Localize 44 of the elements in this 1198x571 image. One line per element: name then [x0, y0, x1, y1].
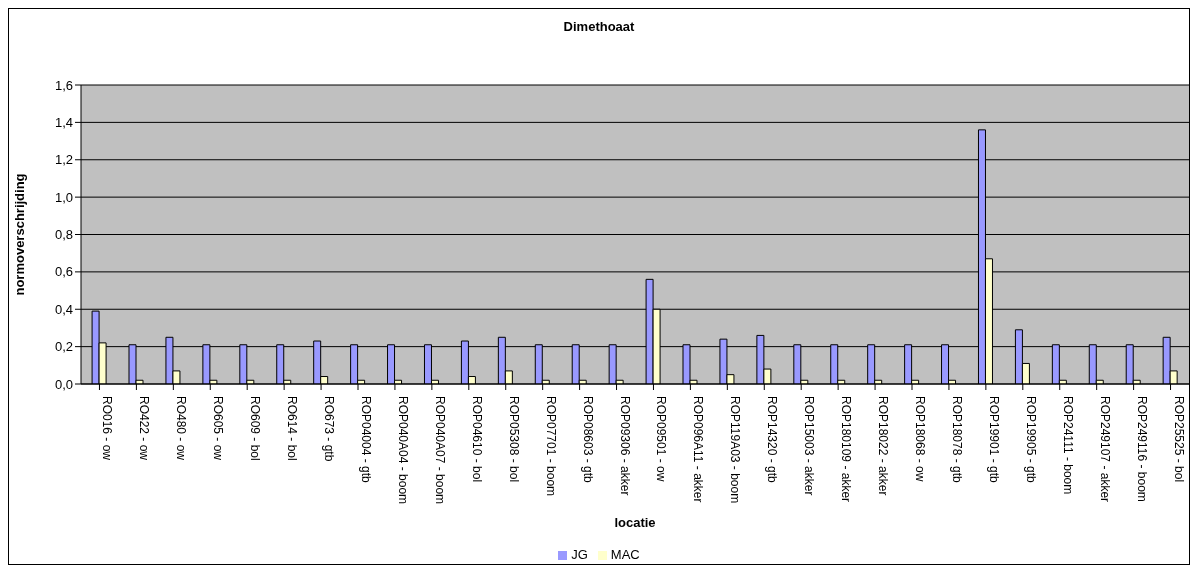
x-tick-label: ROP15003 - akker — [802, 396, 817, 496]
x-tick-label: ROP05308 - bol — [506, 396, 521, 483]
x-tick-label: RO605 - ow — [211, 396, 226, 461]
x-tick-label: ROP040A07 - boom — [432, 396, 447, 505]
x-tick-label: ROP18022 - akker — [876, 396, 891, 496]
x-tick-label: ROP09501 - ow — [654, 396, 669, 482]
x-tick-label: RO480 - ow — [174, 396, 189, 461]
x-tick-label: ROP04004 - gtb — [359, 396, 373, 484]
y-tick-label: 0,4 — [54, 301, 73, 317]
x-tick-label: ROP249116 - boom — [1134, 396, 1149, 502]
x-tick-label: RO614 - bol — [285, 396, 300, 461]
legend-label: JG — [571, 547, 588, 562]
x-tick-label: ROP096A11 - akker — [691, 396, 706, 503]
y-tick-label: 0,2 — [54, 339, 73, 355]
x-tick-label: ROP09306 - akker — [617, 396, 632, 496]
x-tick-label: ROP25525 - bol — [1171, 396, 1186, 483]
y-tick-label: 0,8 — [54, 227, 73, 243]
y-tick-label: 1,6 — [54, 77, 73, 93]
x-tick-label: ROP07701 - boom — [543, 396, 558, 497]
x-tick-label: ROP119A03 - boom — [728, 396, 743, 504]
x-tick-label: RO673 - gtb — [322, 396, 337, 462]
y-tick-label: 1,4 — [54, 114, 73, 130]
y-tick-label: 1,2 — [54, 152, 73, 168]
x-tick-label: ROP14320 - gtb — [765, 396, 780, 484]
y-tick-label: 1,0 — [54, 189, 73, 205]
x-tick-label: ROP18068 - ow — [913, 396, 927, 482]
x-tick-label: ROP040A04 - boom — [395, 396, 410, 505]
x-tick-label: ROP19905 - gtb — [1023, 396, 1038, 484]
chart-title: Dimethoaat — [562, 19, 636, 34]
x-tick-label: ROP249107 - akker — [1097, 396, 1112, 503]
x-axis-title: locatie — [614, 515, 656, 530]
x-tick-label: ROP19901 - gtb — [986, 396, 1001, 484]
x-tick-label: RO422 - ow — [137, 396, 152, 461]
legend-label: MAC — [610, 547, 640, 562]
x-tick-label: ROP04610 - bol — [469, 396, 484, 483]
y-tick-label: 0,6 — [54, 264, 73, 280]
x-tick-label: ROP24111 - boom — [1060, 396, 1075, 495]
y-tick-label: 0,0 — [54, 376, 73, 392]
y-axis-title: normoverschrijding — [11, 173, 27, 296]
x-tick-label: RO016 - ow — [100, 396, 115, 461]
x-tick-label: RO609 - bol — [248, 396, 263, 461]
x-tick-label: ROP180109 - akker — [839, 396, 854, 503]
x-tick-label: ROP18078 - gtb — [949, 396, 964, 484]
x-tick-label: ROP08603 - gtb — [580, 396, 595, 484]
